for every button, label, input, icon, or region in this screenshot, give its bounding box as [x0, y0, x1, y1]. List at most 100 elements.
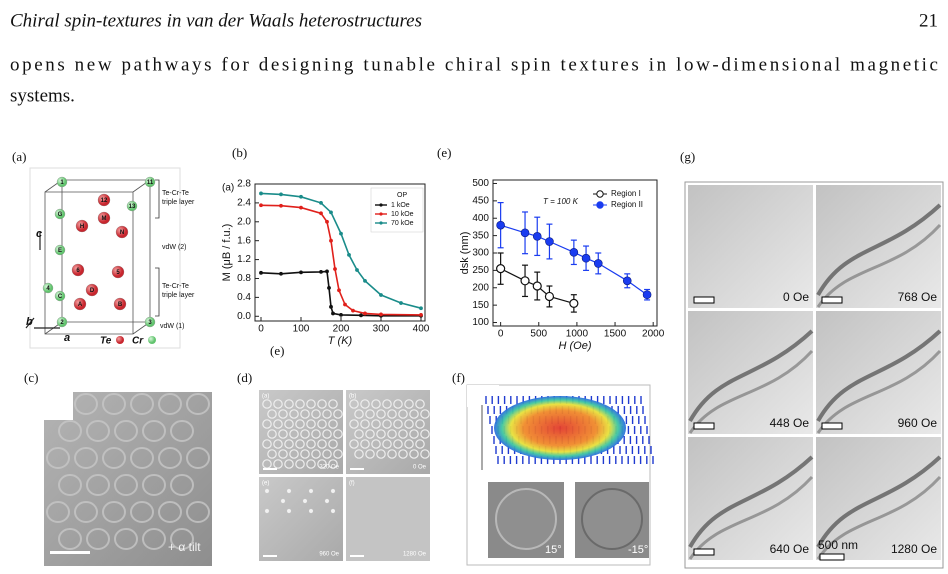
- skyrmion-texture: [415, 419, 425, 429]
- skyrmion-texture: [264, 508, 270, 514]
- image: [346, 477, 430, 561]
- scale-bar: [821, 422, 843, 430]
- inset-label: (a): [222, 183, 234, 194]
- legend-label: 1 kOe: [391, 202, 410, 209]
- sub-label: (f): [349, 481, 355, 487]
- skyrmion-texture: [317, 439, 327, 449]
- page-number: 21: [919, 10, 938, 31]
- skyrmion-texture: [324, 498, 330, 504]
- panel-label: (a): [12, 149, 26, 164]
- skyrmion-texture: [289, 409, 299, 419]
- skyrmion-texture: [328, 459, 338, 469]
- y-tick-label: 2.8: [237, 179, 251, 190]
- skyrmion-texture: [300, 449, 310, 459]
- skyrmion-texture: [317, 419, 327, 429]
- atom: [126, 200, 138, 212]
- chart: 100 150 200 250 300 350 400 450 500 0 500 1000 1500 2…: [459, 178, 665, 352]
- skyrmion-texture: [295, 399, 305, 409]
- data-point: [259, 270, 263, 275]
- atom: [54, 244, 66, 256]
- data-point: [544, 291, 555, 302]
- layer-label: triple layer: [162, 292, 195, 299]
- skyrmion-texture: [349, 439, 359, 449]
- x-tick-label: 1000: [566, 329, 589, 340]
- skyrmion-texture: [267, 449, 277, 459]
- skyrmion-texture: [158, 501, 182, 523]
- skyrmion-texture: [74, 447, 98, 469]
- field-label: 640 Oe: [770, 542, 810, 556]
- data-point: [351, 308, 355, 313]
- atom-label: 2: [60, 320, 64, 326]
- data-point: [379, 293, 383, 297]
- data-point: [319, 269, 323, 274]
- atom-label: H: [80, 224, 84, 230]
- skyrmion-texture: [74, 393, 98, 415]
- skyrmion-texture: [382, 439, 392, 449]
- skyrmion-texture: [102, 447, 126, 469]
- skyrmion-texture: [273, 399, 283, 409]
- legend-swatch: [116, 336, 124, 344]
- data-point: [279, 271, 283, 276]
- panel-label: (b): [232, 145, 247, 160]
- skyrmion-texture: [409, 449, 419, 459]
- domain-wall: [688, 349, 814, 434]
- x-tick-label: 200: [333, 324, 350, 335]
- scale-label: 500 nm: [818, 538, 858, 552]
- skyrmion-texture: [186, 501, 210, 523]
- data-point: [299, 194, 303, 199]
- skyrmion-texture: [398, 409, 408, 419]
- y-tick-label: 2.4: [237, 198, 251, 209]
- skyrmion-texture: [295, 419, 305, 429]
- legend-label: Te: [100, 336, 112, 347]
- skyrmion-texture: [170, 420, 194, 442]
- legend-title: OP: [397, 192, 407, 199]
- scale-bar: [350, 468, 364, 470]
- data-point: [532, 281, 542, 291]
- skyrmion-texture: [382, 399, 392, 409]
- sub-label: (b): [349, 394, 356, 400]
- data-point: [419, 312, 423, 317]
- skyrmion-texture: [308, 508, 314, 514]
- legend-label: Region II: [611, 200, 643, 209]
- skyrmion-texture: [158, 393, 182, 415]
- skyrmion-texture: [130, 393, 154, 415]
- skyrmion-texture: [349, 419, 359, 429]
- data-point: [279, 203, 283, 208]
- series-line: [260, 270, 421, 317]
- skyrmion-texture: [360, 419, 370, 429]
- skyrmion-texture: [300, 429, 310, 439]
- x-tick-label: 2000: [642, 329, 665, 340]
- legend-label: Region I: [611, 189, 641, 198]
- skyrmion-texture: [354, 409, 364, 419]
- data-point: [333, 267, 337, 271]
- skyrmion-texture: [58, 420, 82, 442]
- x-axis-label: T (K): [328, 335, 353, 347]
- micrograph-g: 0 Oe 768 Oe 448 Oe 960 Oe 640 Oe 1280 Oe 500 n…: [684, 181, 944, 569]
- body-line: opens new pathways for designing tunable…: [10, 54, 938, 75]
- y-tick-label: 1.2: [237, 254, 251, 265]
- skyrmion: [494, 396, 626, 460]
- skyrmion-texture: [262, 399, 272, 409]
- data-point: [327, 286, 331, 290]
- atom-label: 13: [129, 204, 136, 210]
- atom: [113, 297, 127, 311]
- domain-wall: [688, 329, 814, 422]
- panel-label: (c): [24, 370, 38, 385]
- y-tick-label: 450: [472, 195, 489, 206]
- data-point: [319, 211, 323, 216]
- mask: [44, 392, 73, 420]
- atom-label: 3: [148, 320, 152, 326]
- skyrmion-texture: [330, 508, 336, 514]
- atom-label: 6: [76, 268, 80, 274]
- atom-label: 5: [116, 270, 120, 276]
- skyrmion-texture: [262, 439, 272, 449]
- skyrmion-texture: [170, 528, 194, 550]
- skyrmion-texture: [317, 459, 327, 469]
- skyrmion-texture: [286, 488, 292, 494]
- skyrmion-texture: [86, 474, 110, 496]
- skyrmion-texture: [289, 449, 299, 459]
- skyrmion-texture: [58, 528, 82, 550]
- skyrmion-texture: [404, 399, 414, 409]
